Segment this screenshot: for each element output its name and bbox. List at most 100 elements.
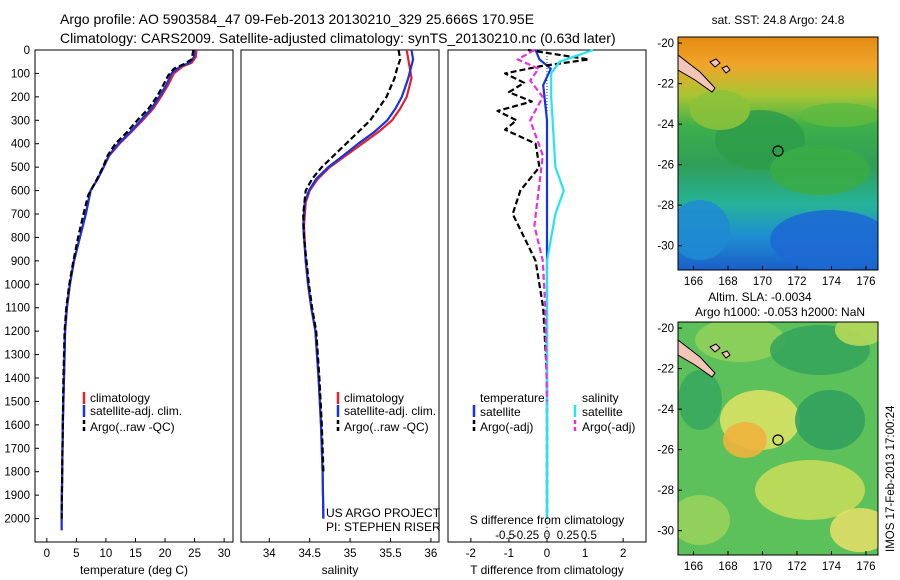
legend-temp-satellite-label: satellite [480,405,521,419]
x-tick-label: 20 [159,548,172,560]
map-lat-tick-label: -26 [657,445,674,457]
new-caledonia-land [678,54,716,93]
salinity-panel-frame [240,49,440,543]
pi-credit: PI: STEPHEN RISER [326,520,441,534]
island-land [721,350,731,359]
x-tick-label: 1 [582,548,588,560]
depth-tick-label: 700 [11,209,30,221]
depth-tick-label: 1400 [4,373,30,385]
sst-patches [678,90,878,270]
map-lon-tick-label: 176 [856,276,875,288]
legend-temp-argo-label: Argo(-adj) [480,420,533,434]
depth-tick-label: 800 [11,232,30,244]
legend-salinity-heading: salinity [582,391,619,405]
depth-tick-label: 500 [11,162,30,174]
new-caledonia-land [678,339,716,378]
map-lat-tick-label: -30 [657,241,674,253]
depth-tick-label: 1700 [4,443,30,455]
map-lat-tick-label: -24 [657,119,674,131]
map-lon-tick-label: 166 [684,276,703,288]
legend-satellite-label: satellite-adj. clim. [344,404,436,418]
depth-tick-label: 1800 [4,467,30,479]
temperature-profile-chart: 0 5 10 15 20 25 30 [44,49,231,560]
depth-tick-label: 900 [11,256,30,268]
legend-climatology-label: climatology [90,391,150,405]
island-land [709,343,721,353]
argo-location-marker [772,434,784,446]
series-satellite-adj-clim-line [60,49,196,531]
x-tick-label: 25 [188,548,201,560]
series-argo-raw-qc-line [302,49,402,472]
project-credit: US ARGO PROJECT [326,506,441,520]
series-temperature-argo-adj-line [496,48,591,519]
argo-location-marker [772,145,784,157]
figure-title-line2: Climatology: CARS2009. Satellite-adjuste… [60,30,616,46]
temperature-xlabel: temperature (deg C) [80,563,188,577]
top-x-tick-label: -0.5 [495,530,515,542]
difference-xlabel-bottom: T difference from climatology [470,563,624,577]
map-lat-tick-label: -26 [657,160,674,172]
depth-tick-label: 1900 [4,490,30,502]
x-tick-label: -2 [466,548,476,560]
map-lon-tick-label: 170 [753,276,772,288]
x-tick-label: 36 [425,548,438,560]
island-land [721,65,731,74]
x-tick-label: 35.5 [379,548,401,560]
island-land [709,58,721,68]
series-climatology-line [302,49,413,519]
series-argo-raw-qc-line [60,49,195,519]
depth-tick-label: 600 [11,186,30,198]
difference-xlabel-top: S difference from climatology [470,513,625,527]
legend-argo-label: Argo(..raw -QC) [90,420,175,434]
x-tick-label: 0 [544,548,550,560]
series-climatology-line [60,49,198,531]
figure-title-line1: Argo profile: AO 5903584_47 09-Feb-2013 … [60,11,534,27]
series-salinity-satellite-line [545,48,594,519]
map-lat-tick-label: -24 [657,404,674,416]
map-lat-tick-label: -28 [657,200,674,212]
x-tick-label: 15 [129,548,142,560]
x-tick-label: 0 [44,548,50,560]
sla-map-ticks: 166 168 170 172 174 176 -20 -22 -24 -26 -28 -30 [657,323,875,573]
map-lon-tick-label: 172 [787,276,806,288]
legend-sal-argo-label: Argo(-adj) [582,420,635,434]
x-tick-label: 30 [218,548,231,560]
salinity-xlabel: salinity [322,563,359,577]
sla-map-title-line2: Argo h1000: -0.053 h2000: NaN [695,305,865,319]
x-tick-label: 34.5 [298,548,320,560]
sla-map: Altim. SLA: -0.0034 Argo h1000: -0.053 h… [657,290,879,573]
depth-tick-label: 0 [24,45,30,57]
map-lon-tick-label: 174 [822,276,842,288]
map-lon-tick-label: 170 [753,561,772,573]
legend-climatology-label: climatology [344,391,404,405]
depth-tick-label: 1200 [4,326,30,338]
x-tick-label: 5 [73,548,79,560]
map-lon-tick-label: 172 [787,561,806,573]
depth-tick-label: 1100 [5,303,30,315]
x-tick-label: 35 [344,548,357,560]
sst-map: sat. SST: 24.8 Argo: 24.8 166 168 170 172 17… [657,13,879,288]
sst-map-frame [677,36,879,271]
depth-tick-label: 400 [11,139,30,151]
sst-map-title: sat. SST: 24.8 Argo: 24.8 [712,13,845,27]
x-tick-label: -1 [504,548,514,560]
salinity-legend: climatology satellite-adj. clim. Argo(..… [336,391,436,434]
map-lat-tick-label: -22 [657,79,674,91]
depth-axis-ticks: 0 100 200 300 400 500 600 700 800 900 1000 1100 1200… [4,45,39,526]
difference-legend: temperature satellite Argo(-adj) salinit… [472,391,635,434]
temperature-legend: climatology satellite-adj. clim. Argo(..… [82,391,182,434]
depth-tick-label: 200 [11,92,30,104]
x-tick-label: 10 [100,548,113,560]
legend-satellite-label: satellite-adj. clim. [90,404,182,418]
sla-map-frame [677,321,879,556]
top-x-tick-label: 0.25 [557,530,579,542]
imos-timestamp: IMOS 17-Feb-2013 17:00:24 [885,405,897,552]
x-tick-label: 2 [620,548,626,560]
map-lat-tick-label: -20 [657,38,674,50]
depth-tick-label: 1300 [4,350,30,362]
salinity-profile-chart: 34 34.5 35 35.5 36 [263,49,438,560]
top-x-tick-label: -0.25 [513,530,539,542]
sla-map-title-line1: Altim. SLA: -0.0034 [708,290,812,304]
depth-tick-label: 1600 [4,420,30,432]
sla-patches [678,322,878,552]
